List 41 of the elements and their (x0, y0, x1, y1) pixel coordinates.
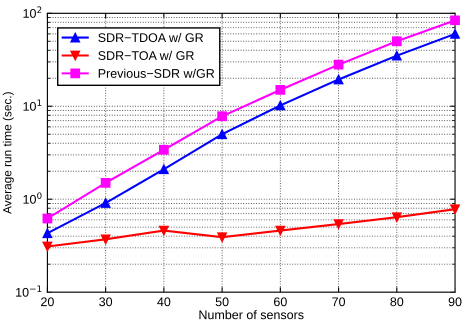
point (159, 144, 169, 155)
point (217, 129, 227, 140)
point (217, 232, 227, 242)
x-axis-title: Number of sensors (199, 310, 304, 320)
legend-label: SDR−TDOA w/ GR (98, 32, 204, 42)
legend-label: Previous−SDR w/GR (98, 68, 214, 78)
x-tick-label: 90 (448, 297, 462, 306)
point (392, 36, 402, 46)
point (334, 74, 344, 84)
y-tick-label: 10$^{−1}$ (16, 285, 42, 297)
x-tick-label: 30 (99, 297, 112, 306)
point (450, 204, 460, 214)
point (42, 214, 52, 224)
x-tick-label: 60 (274, 297, 287, 306)
y-tick-label: 10$^{1}$ (23, 100, 42, 111)
point (392, 212, 402, 222)
point (275, 226, 286, 236)
legend-label: SDR−TOA w/ GR (98, 50, 194, 60)
point (392, 50, 402, 61)
x-tick-label: 40 (157, 297, 170, 306)
point (275, 100, 286, 110)
point (275, 85, 286, 95)
point (100, 178, 110, 188)
point (159, 164, 169, 174)
x-tick-label: 20 (41, 297, 54, 306)
x-tick-label: 70 (332, 297, 346, 306)
x-tick-label: 50 (216, 297, 229, 306)
point (100, 234, 110, 244)
point (42, 228, 52, 238)
point (100, 198, 110, 208)
point (217, 111, 227, 122)
point (42, 242, 52, 252)
y-tick-label: 10$^{0}$ (23, 192, 42, 204)
x-tick-label: 80 (390, 297, 404, 306)
y-axis-title: Average run time (sec.) (2, 92, 14, 214)
y-tick-label: 10$^{2}$ (23, 6, 42, 18)
point (334, 60, 344, 70)
point (159, 226, 169, 236)
point (450, 29, 460, 39)
point (334, 219, 344, 229)
point (450, 15, 460, 26)
